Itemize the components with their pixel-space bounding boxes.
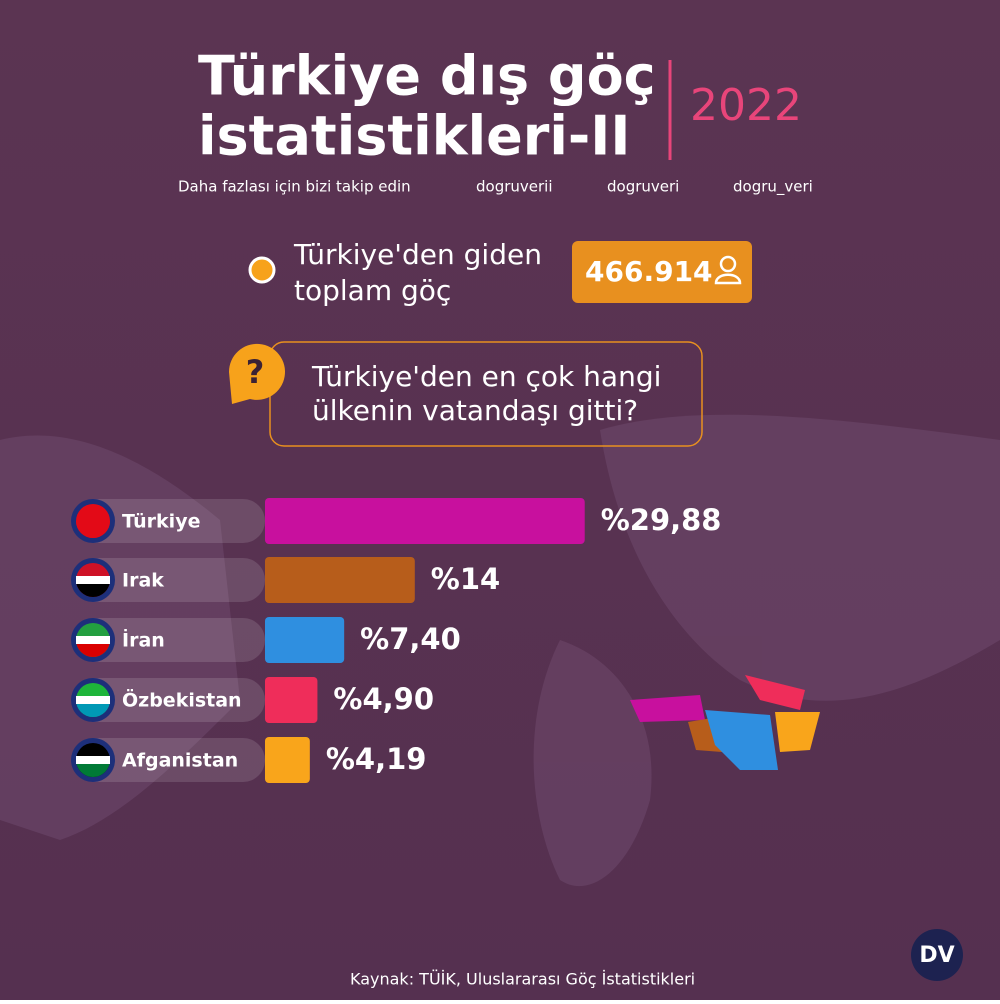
total-value: 466.914 [585,255,713,288]
country-label: Özbekistan [122,688,242,712]
total-label: toplam göç [294,274,451,307]
bar [265,498,585,544]
instagram: dogruveri [607,178,679,196]
label-pill [75,558,265,602]
value-label: %4,19 [326,742,427,776]
logo-badge [911,929,963,981]
logo: DV [919,943,954,968]
label-pill [75,738,265,782]
total-label: Türkiye'den giden [293,238,542,271]
facebook: dogruverii [476,178,553,196]
label-pill [75,618,265,662]
value-label: %7,40 [360,622,461,656]
country-label: Türkiye [122,511,200,533]
title-line: Türkiye dış göç [198,45,656,108]
follow-text: Daha fazlası için bizi takip edin [178,178,411,196]
bar-chart: Türkiye %29,88 Irak %14 İran %7,40 Özbekistan%… [71,498,722,783]
flag-bottom [76,580,110,597]
bar [265,737,310,783]
flag-band [76,576,110,584]
user-icon [714,255,742,285]
value-label: %29,88 [601,503,722,537]
label-pill [75,499,265,543]
flag-bottom [76,700,110,717]
bar [265,557,415,603]
source: Kaynak: TÜİK, Uluslararası Göç İstatisti… [350,970,695,989]
flag-bottom [76,640,110,657]
value-label: %14 [431,562,500,596]
bullet [248,256,276,284]
country-label: Irak [122,570,164,592]
value-label: %4,90 [333,682,434,716]
region-map [630,675,820,770]
label-pill [75,678,265,722]
question-icon: ? [246,353,265,391]
title-line: istatistikleri-II [198,105,630,168]
flag-bottom [76,521,110,538]
bar [265,617,345,663]
question-bubble [228,343,285,404]
question-text: Türkiye'den en çok hangi [311,360,661,393]
flag-band [76,696,110,704]
country-label: Afganistan [122,750,238,772]
total-box [572,241,752,303]
flag-band [76,636,110,644]
country-label: İran [122,628,165,652]
bar [265,677,318,723]
question-text: ülkenin vatandaşı gitti? [312,394,638,427]
twitter: dogru_veri [733,178,813,197]
flag-bottom [76,760,110,777]
world-map [0,414,1000,887]
year: 2022 [690,80,802,131]
flag-band [76,756,110,764]
